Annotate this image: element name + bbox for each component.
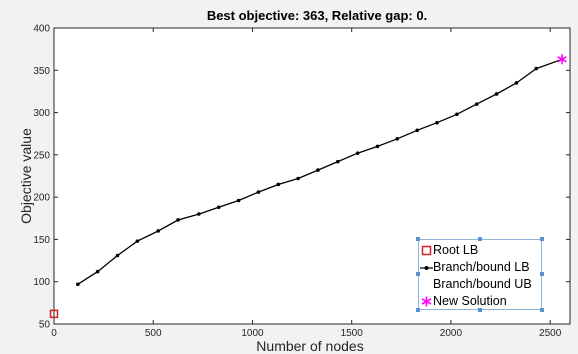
legend-item-new-solution: New Solution [419,293,543,309]
data-point [494,92,499,96]
data-point [534,66,539,71]
y-tick-label: 200 [33,193,50,204]
y-tick-label: 50 [39,320,51,331]
legend-resize-handle[interactable] [478,237,482,241]
legend-label: New Solution [433,294,507,308]
x-tick-label: 2000 [440,328,463,339]
data-point [256,190,261,194]
legend-resize-handle[interactable] [540,308,544,312]
new-solution-marker [557,54,567,65]
data-point [316,168,320,172]
data-point [176,218,180,222]
data-point [135,239,140,243]
data-point [216,205,221,210]
legend-label: Branch/bound UB [433,277,532,291]
series-layer [49,54,567,319]
y-tick-label: 250 [33,150,50,161]
data-point [474,102,479,106]
y-axis-label: Objective value [18,128,34,224]
data-point [236,198,241,203]
magenta-asterisk-marker-icon [421,296,432,307]
x-tick-label: 1000 [241,328,264,339]
legend-resize-handle[interactable] [540,272,544,276]
legend-resize-handle[interactable] [416,272,420,276]
data-point [95,269,100,274]
x-tick-label: 2500 [539,328,562,339]
x-tick-label: 0 [51,328,57,339]
x-axis: 0 500 1000 1500 2000 2500 [51,28,562,339]
data-point [355,151,360,155]
data-point [296,176,300,181]
data-point [455,112,459,117]
data-point [197,212,201,216]
data-point [156,229,160,233]
y-tick-label: 100 [33,277,50,288]
data-point [76,282,80,287]
legend-resize-handle[interactable] [540,237,544,241]
chart-title: Best objective: 363, Relative gap: 0. [207,8,427,23]
legend-resize-handle[interactable] [478,308,482,312]
data-point [276,182,281,187]
root-lb-marker [49,309,59,319]
data-point [115,253,120,258]
y-tick-label: 150 [33,235,50,246]
legend-resize-handle[interactable] [416,308,420,312]
legend[interactable]: Root LB Branch/bound LB Branch/bound UB … [418,239,542,310]
legend-item-branch-bound-ub: Branch/bound UB [419,276,543,292]
red-square-marker-icon [421,245,432,256]
y-axis: 50 100 150 200 250 300 350 400 [33,24,570,331]
y-tick-label: 400 [33,24,50,35]
x-tick-label: 500 [145,328,162,339]
legend-item-branch-bound-lb: Branch/bound LB [419,259,543,275]
data-point [336,159,340,164]
x-axis-label: Number of nodes [256,338,363,354]
y-tick-label: 300 [33,108,50,119]
data-point [514,81,519,85]
x-tick-label: 1500 [341,328,364,339]
data-point [375,144,380,149]
data-point [415,128,419,133]
legend-item-root-lb: Root LB [419,242,543,258]
legend-label: Branch/bound LB [433,260,530,274]
legend-label: Root LB [433,243,479,257]
y-tick-label: 350 [33,66,50,77]
data-point [395,136,400,141]
line-dot-marker-icon [420,266,433,270]
data-point [435,120,439,125]
legend-resize-handle[interactable] [416,237,420,241]
